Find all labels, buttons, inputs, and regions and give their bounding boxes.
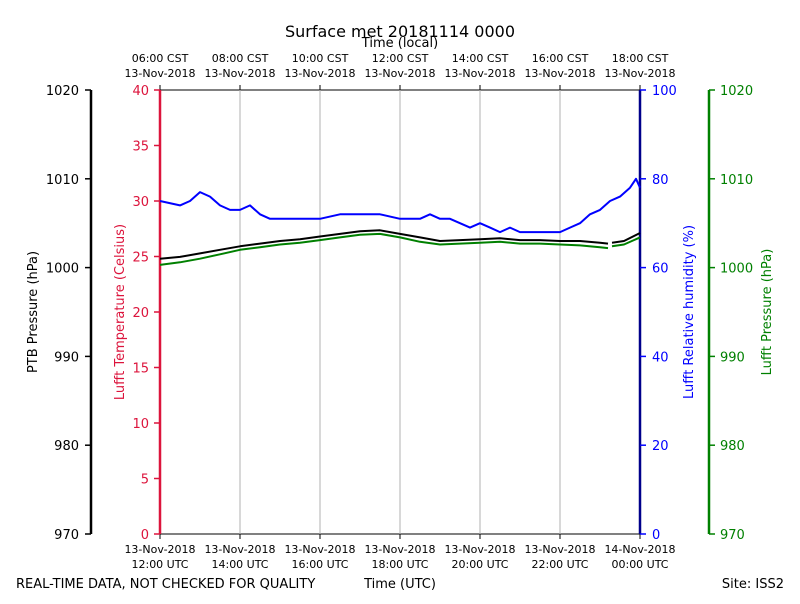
- top-tick-date: 13-Nov-2018: [204, 67, 275, 80]
- lufft-pressure-tick-label: 980: [720, 439, 745, 454]
- lufft-pressure-tick-label: 970: [720, 528, 745, 543]
- bottom-tick-time: 20:00 UTC: [451, 558, 508, 571]
- bottom-tick-date: 13-Nov-2018: [524, 543, 595, 556]
- temperature-tick-label: 15: [132, 362, 149, 377]
- humidity-tick-label: 60: [652, 262, 669, 277]
- ptb-pressure-axis-title: PTB Pressure (hPa): [26, 251, 41, 373]
- lufft-pressure-axis-title: Lufft Pressure (hPa): [760, 249, 775, 376]
- ptb-pressure-series-line: [159, 229, 609, 260]
- lufft-pressure-tick-label: 1000: [720, 262, 753, 277]
- temperature-tick-label: 0: [141, 528, 149, 543]
- bottom-axis-label: Time (UTC): [363, 577, 436, 592]
- bottom-tick-date: 14-Nov-2018: [604, 543, 675, 556]
- humidity-series-line: [159, 177, 641, 234]
- temperature-tick-label: 10: [132, 417, 149, 432]
- bottom-tick-time: 14:00 UTC: [211, 558, 268, 571]
- humidity-tick-label: 0: [652, 528, 660, 543]
- lufft-pressure-series-line: [611, 236, 641, 248]
- top-tick-date: 13-Nov-2018: [284, 67, 355, 80]
- top-tick-date: 13-Nov-2018: [604, 67, 675, 80]
- ptb-pressure-tick-label: 970: [54, 528, 79, 543]
- humidity-tick-label: 20: [652, 439, 669, 454]
- top-tick-time: 06:00 CST: [132, 52, 189, 65]
- lufft-pressure-tick-label: 990: [720, 350, 745, 365]
- bottom-tick-date: 13-Nov-2018: [364, 543, 435, 556]
- top-tick-time: 10:00 CST: [292, 52, 349, 65]
- ptb-pressure-tick-label: 990: [54, 350, 79, 365]
- bottom-tick-date: 13-Nov-2018: [284, 543, 355, 556]
- top-tick-time: 16:00 CST: [532, 52, 589, 65]
- top-tick-time: 12:00 CST: [372, 52, 429, 65]
- bottom-tick-time: 22:00 UTC: [531, 558, 588, 571]
- bottom-tick-time: 18:00 UTC: [371, 558, 428, 571]
- ptb-pressure-tick-label: 1020: [46, 84, 79, 99]
- top-tick-time: 18:00 CST: [612, 52, 669, 65]
- temperature-tick-label: 40: [132, 84, 149, 99]
- lufft-pressure-tick-label: 1010: [720, 173, 753, 188]
- top-tick-date: 13-Nov-2018: [124, 67, 195, 80]
- lufft-pressure-tick-label: 1020: [720, 84, 753, 99]
- vertical-gridlines: [239, 90, 561, 534]
- temperature-axis-title: Lufft Temperature (Celsius): [113, 224, 128, 400]
- ptb-pressure-tick-label: 1000: [46, 262, 79, 277]
- x-axis-ticks: 13-Nov-2018 12:00 UTC 13-Nov-2018 14:00 UTC…: [124, 52, 675, 571]
- humidity-tick-label: 40: [652, 350, 669, 365]
- bottom-tick-time: 12:00 UTC: [131, 558, 188, 571]
- temperature-tick-label: 30: [132, 195, 149, 210]
- top-tick-date: 13-Nov-2018: [524, 67, 595, 80]
- bottom-tick-date: 13-Nov-2018: [204, 543, 275, 556]
- bottom-tick-date: 13-Nov-2018: [444, 543, 515, 556]
- site-label: Site: ISS2: [722, 577, 784, 592]
- temperature-tick-label: 5: [141, 473, 149, 488]
- ptb-pressure-series-line: [611, 232, 641, 244]
- bottom-tick-time: 00:00 UTC: [611, 558, 668, 571]
- top-tick-date: 13-Nov-2018: [364, 67, 435, 80]
- temperature-tick-label: 25: [132, 251, 149, 266]
- top-axis-label: Time (local): [361, 36, 438, 51]
- humidity-tick-label: 100: [652, 84, 677, 99]
- ptb-pressure-tick-label: 980: [54, 439, 79, 454]
- data-series: [159, 177, 641, 266]
- bottom-tick-date: 13-Nov-2018: [124, 543, 195, 556]
- quality-disclaimer: REAL-TIME DATA, NOT CHECKED FOR QUALITY: [16, 577, 315, 592]
- top-tick-time: 08:00 CST: [212, 52, 269, 65]
- humidity-tick-label: 80: [652, 173, 669, 188]
- bottom-tick-time: 16:00 UTC: [291, 558, 348, 571]
- top-tick-date: 13-Nov-2018: [444, 67, 515, 80]
- y-axis-ticks: 970 980 990 1000 1010 1020 0 5 10 15 20 25 30 35 40 0 20…: [46, 84, 753, 543]
- humidity-axis-title: Lufft Relative humidity (%): [682, 225, 697, 399]
- lufft-pressure-series-line: [159, 232, 609, 266]
- chart-title: Surface met 20181114 0000: [285, 22, 515, 41]
- top-tick-time: 14:00 CST: [452, 52, 509, 65]
- temperature-tick-label: 20: [132, 306, 149, 321]
- ptb-pressure-tick-label: 1010: [46, 173, 79, 188]
- temperature-tick-label: 35: [132, 140, 149, 155]
